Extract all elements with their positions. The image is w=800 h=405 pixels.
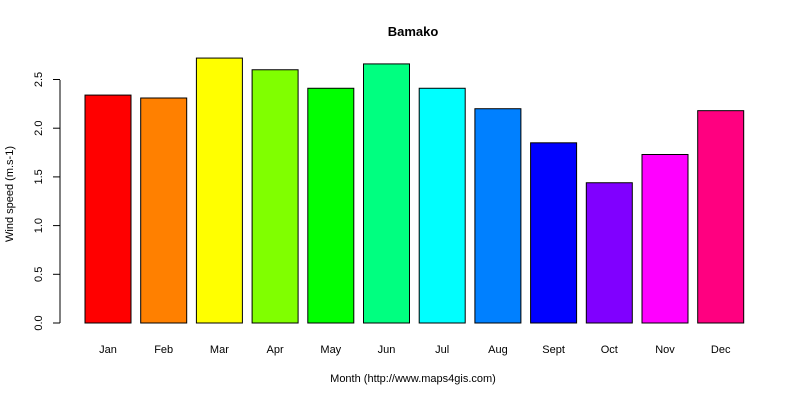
bar-feb (140, 97, 188, 324)
x-tick-label: Apr (267, 344, 284, 356)
y-tick-label: 0.0 (33, 315, 45, 330)
bar-jun (363, 63, 410, 324)
bars-group (84, 57, 745, 324)
x-tick-label: Jan (99, 344, 117, 356)
x-tick-label: May (320, 344, 341, 356)
x-tick-label: Nov (655, 344, 675, 356)
x-axis-title: Month (http://www.maps4gis.com) (330, 373, 496, 385)
bar-dec (697, 110, 745, 324)
y-tick-label: 1.0 (33, 218, 45, 233)
bar-sept (530, 142, 578, 324)
bar-mar (195, 57, 243, 324)
y-axis: 0.0 0.5 1.0 1.5 2.0 2.5 (33, 72, 61, 331)
x-tick-label: Sept (542, 344, 565, 356)
bar-apr (251, 69, 299, 324)
x-tick-label: Oct (601, 344, 618, 356)
x-tick-label: Mar (210, 344, 229, 356)
x-tick-label: Jul (435, 344, 449, 356)
bar-jan (84, 94, 132, 324)
bar-jul (418, 87, 466, 324)
y-tick-label: 2.0 (33, 121, 45, 136)
bar-nov (641, 153, 689, 324)
x-tick-label: Dec (711, 344, 731, 356)
x-tick-labels: Jan Feb Mar Apr May Jun Jul Aug Sept Oct Nov Dec (99, 344, 731, 356)
chart-title: Bamako (388, 24, 439, 39)
x-tick-label: Aug (488, 344, 508, 356)
bar-aug (474, 108, 522, 324)
y-tick-label: 2.5 (33, 72, 45, 87)
x-tick-label: Feb (154, 344, 173, 356)
x-tick-label: Jun (378, 344, 396, 356)
y-axis-title: Wind speed (m.s-1) (4, 146, 16, 242)
y-tick-label: 1.5 (33, 169, 45, 184)
bar-oct (585, 182, 633, 324)
bar-may (307, 87, 355, 324)
y-tick-label: 0.5 (33, 267, 45, 282)
